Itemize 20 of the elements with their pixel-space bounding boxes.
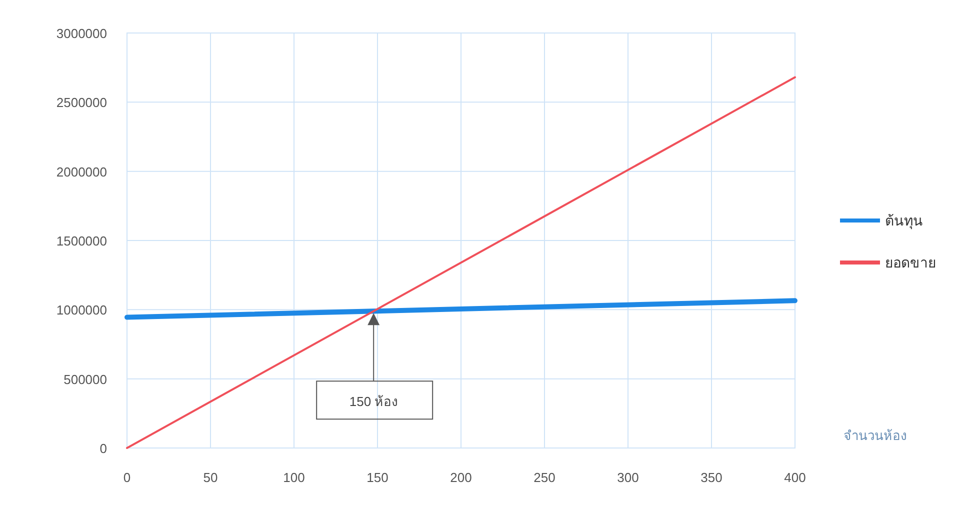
x-tick-label: 250 (534, 470, 556, 485)
x-tick-label: 400 (784, 470, 806, 485)
y-tick-label: 3000000 (56, 26, 107, 41)
x-axis-title: จำนวนห้อง (844, 428, 906, 443)
y-tick-label: 1500000 (56, 234, 107, 248)
x-tick-label: 200 (450, 470, 472, 485)
x-tick-label: 300 (617, 470, 639, 485)
x-tick-label: 50 (203, 470, 218, 485)
x-tick-label: 350 (700, 470, 722, 485)
y-tick-label: 500000 (64, 372, 107, 387)
x-tick-label: 0 (123, 470, 131, 485)
y-tick-label: 0 (100, 441, 107, 456)
y-tick-label: 2500000 (56, 95, 107, 110)
x-tick-label: 100 (283, 470, 305, 485)
y-tick-label: 1000000 (56, 302, 107, 318)
legend-label: ยอดขาย (885, 254, 936, 270)
x-tick-label: 150 (366, 470, 388, 485)
annotation: 150 ห้อง (349, 394, 398, 410)
y-tick-label: 2000000 (56, 164, 107, 180)
legend-label: ต้นทุน (885, 212, 923, 230)
